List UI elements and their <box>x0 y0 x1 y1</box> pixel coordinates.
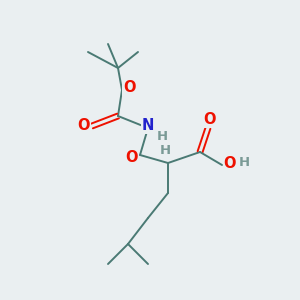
Text: O: O <box>78 118 90 134</box>
Text: H: H <box>159 143 171 157</box>
Text: O: O <box>224 155 236 170</box>
Text: H: H <box>238 157 250 169</box>
Text: O: O <box>126 151 138 166</box>
Text: O: O <box>204 112 216 128</box>
Text: H: H <box>156 130 168 142</box>
Text: N: N <box>142 118 154 134</box>
Text: O: O <box>123 80 135 95</box>
